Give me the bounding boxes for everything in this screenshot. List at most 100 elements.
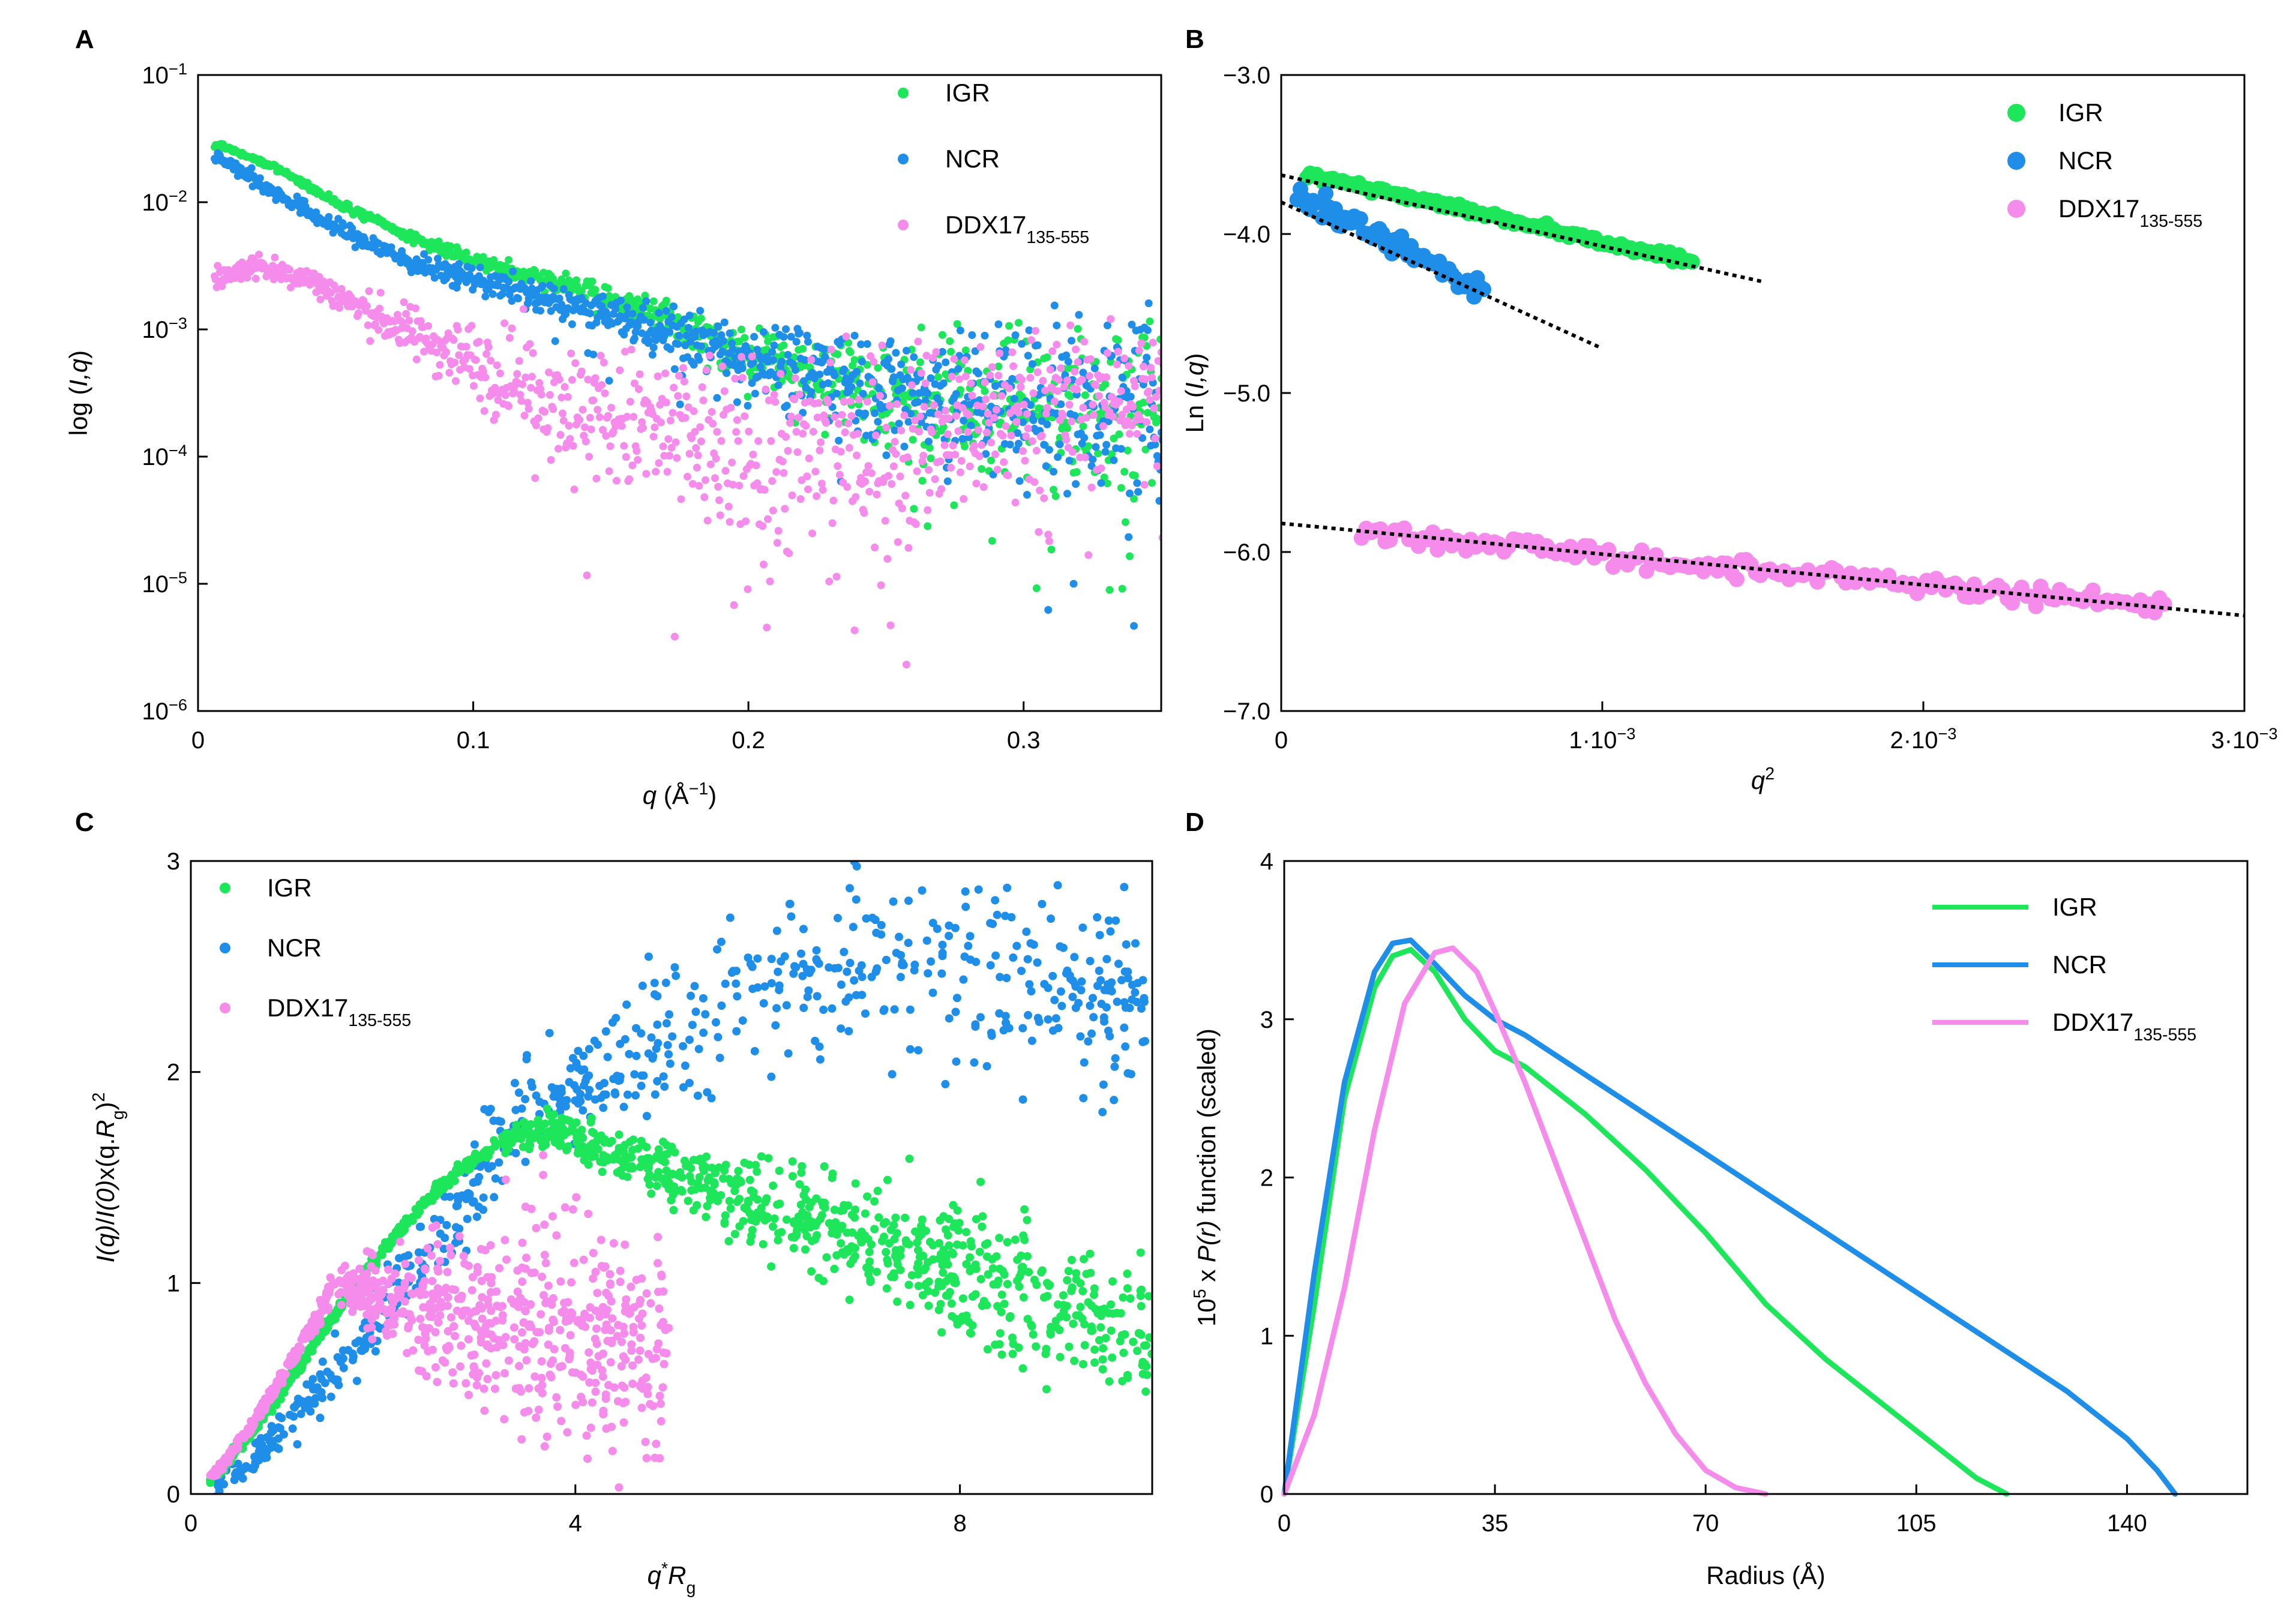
data-point-NCR	[667, 313, 676, 322]
data-point-IGR	[916, 358, 924, 367]
data-point-NCR	[782, 1001, 791, 1010]
data-point-IGR	[978, 1212, 987, 1221]
data-point-DDX17	[913, 467, 921, 475]
data-point-NCR	[691, 1007, 700, 1016]
data-point-NCR	[791, 366, 799, 374]
data-point-NCR	[954, 845, 962, 854]
data-point-DDX17	[832, 572, 841, 581]
data-point-NCR	[496, 1117, 505, 1126]
data-point-NCR	[959, 975, 968, 984]
data-point-IGR	[749, 1192, 758, 1201]
data-point-NCR	[247, 1464, 256, 1473]
data-point-NCR	[662, 307, 670, 315]
data-point-DDX17	[1122, 406, 1131, 414]
data-point-IGR	[797, 1168, 806, 1177]
data-point-NCR	[616, 296, 625, 305]
x-a-tick-label: 0	[191, 727, 205, 754]
data-point-DDX17	[526, 340, 534, 348]
data-point-IGR	[1064, 1267, 1073, 1276]
data-point-NCR	[692, 327, 700, 335]
data-point-NCR	[849, 922, 858, 931]
data-point-DDX17	[451, 358, 459, 367]
legend-b-legend-label: IGR	[2058, 98, 2103, 127]
data-point-IGR	[953, 320, 961, 328]
data-point-IGR	[1105, 586, 1114, 594]
data-point-IGR	[732, 1180, 741, 1189]
data-point-DDX17	[560, 383, 569, 391]
data-point-DDX17	[467, 1286, 476, 1295]
data-point-DDX17	[1022, 432, 1030, 440]
data-point-DDX17	[684, 472, 692, 481]
y-b-tick-label-part: −4.0	[1223, 221, 1270, 248]
data-point-NCR	[925, 437, 933, 446]
data-point-NCR	[816, 370, 824, 379]
data-point-NCR	[527, 1082, 536, 1091]
data-point-DDX17	[630, 413, 638, 421]
data-point-IGR	[947, 1299, 956, 1308]
data-point-NCR	[897, 360, 906, 368]
data-point-IGR	[308, 1346, 317, 1355]
data-point-DDX17	[925, 488, 934, 497]
data-point-IGR	[591, 286, 600, 294]
data-point-DDX17	[767, 437, 775, 445]
data-point-DDX17	[981, 378, 989, 386]
data-point-DDX17	[582, 1431, 591, 1440]
data-point-IGR	[904, 1280, 913, 1289]
data-point-NCR	[1023, 491, 1031, 499]
data-point-IGR	[724, 1175, 733, 1184]
data-point-NCR	[351, 1339, 360, 1348]
data-point-DDX17	[893, 400, 901, 409]
data-point-IGR	[801, 1226, 810, 1235]
data-point-NCR	[318, 1357, 327, 1366]
data-point-NCR	[1084, 1037, 1093, 1046]
data-point-DDX17	[892, 449, 900, 458]
data-point-DDX17	[1024, 424, 1032, 433]
data-point-NCR	[780, 952, 789, 961]
data-point-DDX17	[721, 467, 730, 475]
data-point-NCR	[1120, 883, 1129, 892]
data-point-NCR	[439, 1244, 448, 1253]
data-point-NCR	[934, 362, 942, 370]
data-point-NCR	[1123, 1069, 1132, 1078]
data-point-DDX17	[553, 1402, 562, 1411]
data-point-NCR	[1011, 331, 1020, 340]
data-point-NCR	[1003, 883, 1012, 892]
data-point-NCR	[600, 1090, 609, 1099]
data-point-DDX17	[1087, 484, 1096, 492]
y-b-tick-label: −3.0	[1223, 62, 1270, 89]
x-axis-label-a: q (Å−1)	[643, 779, 717, 809]
data-point-NCR	[311, 1394, 320, 1403]
y-a-tick-label: 10−1	[142, 59, 188, 89]
data-point-IGR	[1090, 1345, 1099, 1354]
data-point-IGR	[1032, 584, 1041, 592]
data-point-DDX17	[702, 366, 711, 374]
data-point-DDX17	[943, 430, 952, 439]
data-point-IGR	[615, 1130, 624, 1139]
data-point-DDX17	[1032, 446, 1041, 455]
data-point-DDX17	[968, 391, 976, 400]
data-point-IGR	[616, 1166, 625, 1175]
data-point-IGR	[862, 1263, 871, 1272]
data-point-IGR	[720, 1219, 729, 1228]
data-point-DDX17	[1014, 409, 1023, 417]
data-point-IGR	[737, 325, 745, 334]
data-point-NCR	[1071, 412, 1079, 420]
data-point-DDX17	[734, 437, 742, 445]
data-point-NCR	[859, 389, 867, 398]
data-point-IGR	[1123, 1269, 1132, 1278]
data-point-DDX17	[657, 418, 665, 427]
data-point-NCR	[1111, 916, 1120, 925]
data-point-DDX17	[952, 412, 960, 420]
data-point-DDX17	[1017, 383, 1025, 391]
data-point-NCR	[938, 952, 947, 961]
data-point-NCR	[889, 373, 898, 382]
data-point-IGR	[730, 1186, 739, 1195]
data-point-DDX17	[1065, 401, 1074, 409]
data-point-DDX17	[728, 458, 736, 467]
data-point-NCR	[852, 991, 861, 1000]
data-point-IGR	[619, 1142, 628, 1151]
data-point-NCR	[645, 337, 654, 345]
data-point-NCR	[1035, 1018, 1044, 1027]
data-point-NCR	[767, 1072, 776, 1081]
data-point-NCR	[731, 353, 739, 362]
